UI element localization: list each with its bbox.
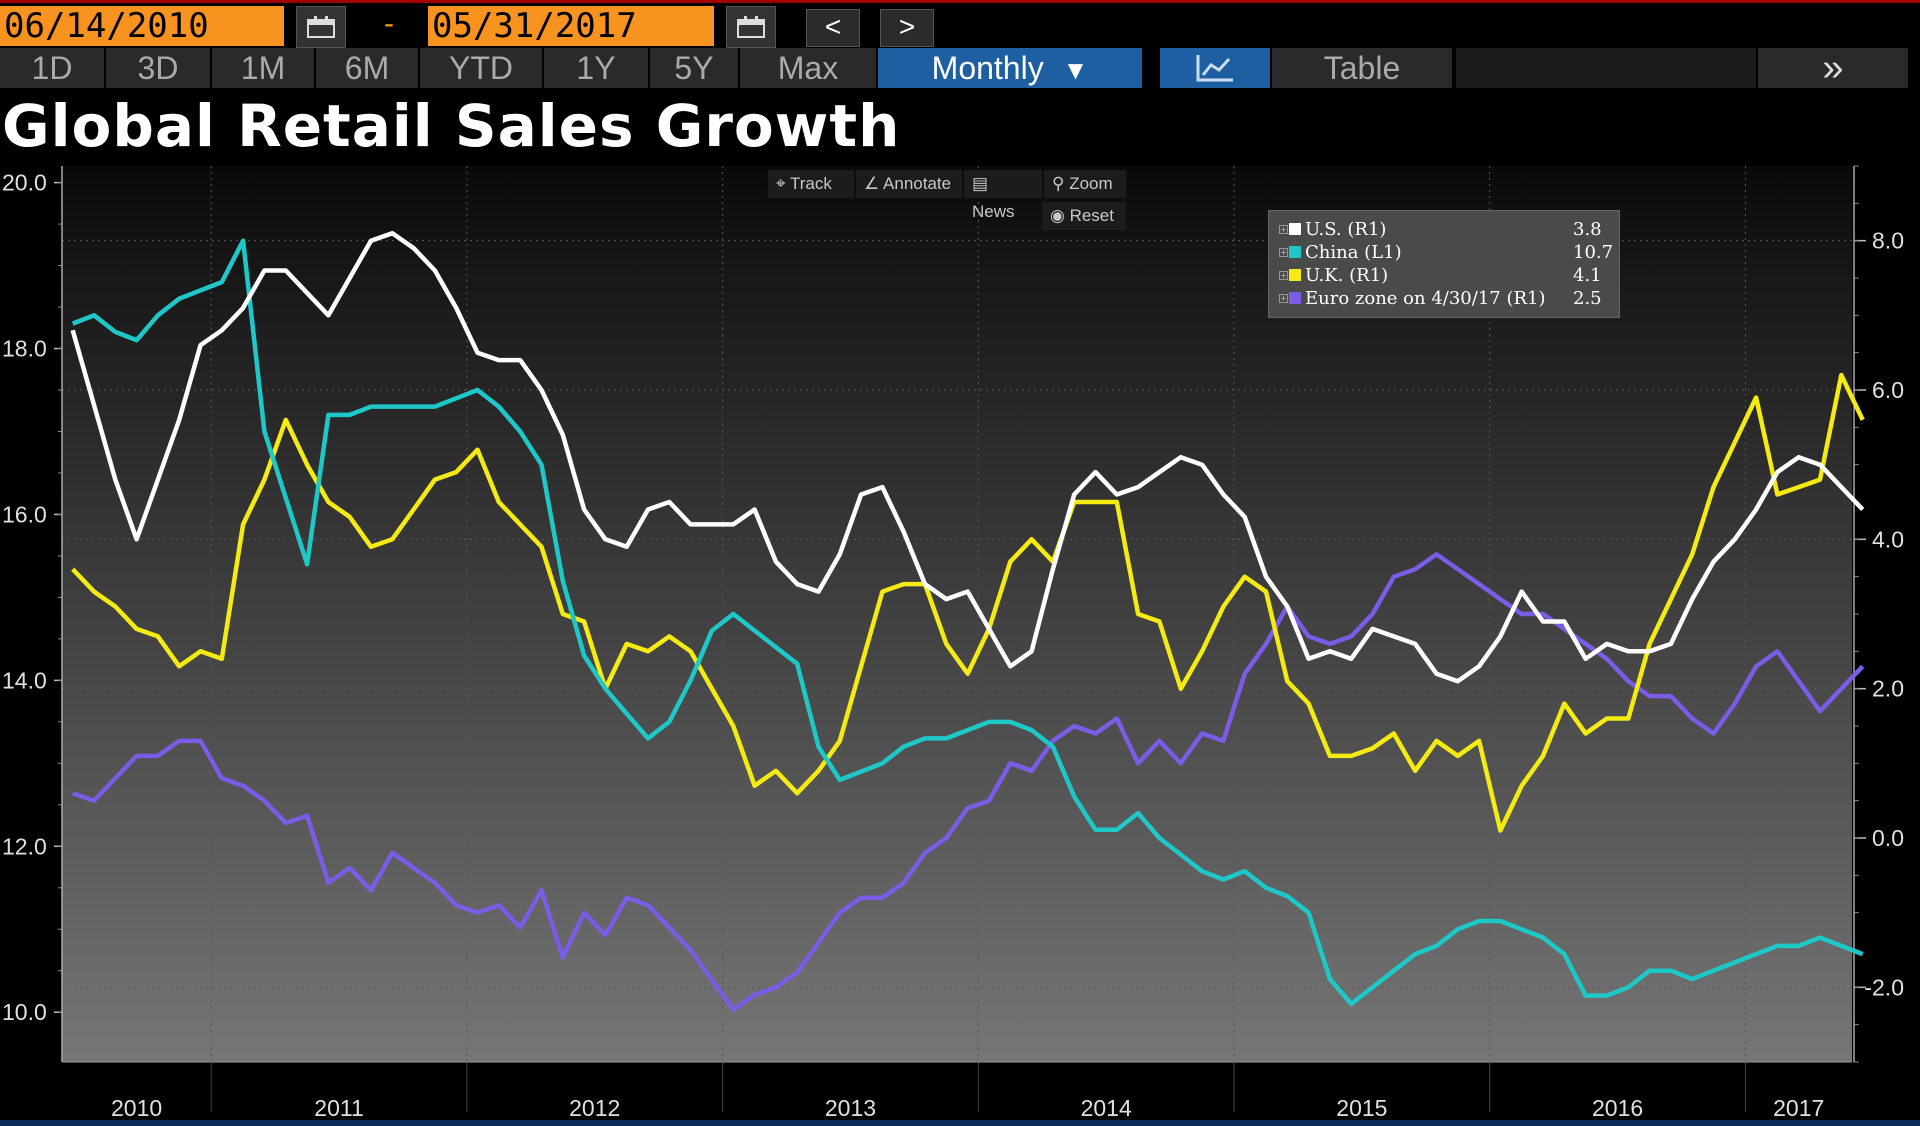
range-3d-button[interactable]: 3D [106, 48, 210, 88]
x-tick-label: 2010 [111, 1095, 162, 1121]
magnifier-icon: ⚲ [1052, 174, 1070, 193]
start-date-input[interactable]: 06/14/2010 [0, 6, 284, 46]
uk-series-line [71, 372, 1865, 833]
chart-legend: + U.S. (R1) 3.8 + China (L1) 10.7 + U.K.… [1268, 210, 1620, 318]
left-axis-label: 20.0 [2, 170, 47, 196]
x-tick-label: 2015 [1336, 1095, 1387, 1121]
right-axis-label: 0.0 [1872, 825, 1904, 851]
legend-name: U.S. (R1) [1305, 219, 1387, 240]
end-date-input[interactable]: 05/31/2017 [428, 6, 714, 46]
top-accent-bar [0, 0, 1920, 3]
left-axis-label: 18.0 [2, 336, 47, 362]
range-ytd-button[interactable]: YTD [420, 48, 542, 88]
legend-name: Euro zone on 4/30/17 (R1) [1305, 288, 1546, 309]
end-calendar-button[interactable] [726, 6, 776, 48]
range-1y-button[interactable]: 1Y [544, 48, 648, 88]
range-toolbar: 1D 3D 1M 6M YTD 1Y 5Y Max Monthly ▼ Tabl… [0, 48, 1920, 88]
zoom-label: Zoom [1069, 174, 1113, 193]
right-axis-label: 8.0 [1872, 228, 1904, 254]
right-axis-label: 2.0 [1872, 676, 1904, 702]
legend-value: 10.7 [1573, 242, 1614, 263]
right-axis-label: 4.0 [1872, 526, 1904, 552]
expand-icon: + [1279, 271, 1288, 280]
start-calendar-button[interactable] [296, 6, 346, 48]
legend-name: U.K. (R1) [1305, 265, 1389, 286]
x-tick-label: 2014 [1081, 1095, 1132, 1121]
expand-icon: + [1279, 248, 1288, 257]
legend-item-euro-zone[interactable]: + Euro zone on 4/30/17 (R1) 2.5 [1279, 288, 1613, 310]
chart-view-button[interactable] [1160, 48, 1270, 88]
frequency-label: Monthly [931, 50, 1044, 86]
previous-button[interactable]: < [806, 9, 860, 47]
date-separator: - [384, 7, 394, 40]
euro-zone-series-line [71, 552, 1865, 1012]
us-series-line [70, 230, 1865, 684]
track-button[interactable]: ⌖ Track [768, 170, 854, 198]
range-5y-button[interactable]: 5Y [650, 48, 738, 88]
track-label: Track [790, 174, 832, 193]
annotate-label: Annotate [883, 174, 952, 193]
reset-button[interactable]: ◉ Reset [1042, 202, 1126, 230]
date-toolbar: 06/14/2010 - 05/31/2017 < > [0, 3, 1920, 48]
x-tick-label: 2012 [569, 1095, 620, 1121]
x-tick-label: 2013 [825, 1095, 876, 1121]
chevron-down-icon: ▼ [1062, 55, 1089, 85]
x-tick-label: 2016 [1592, 1095, 1643, 1121]
line-chart-icon [1196, 55, 1233, 82]
legend-swatch [1289, 269, 1301, 281]
news-button[interactable]: ▤ News [964, 170, 1042, 221]
next-button[interactable]: > [880, 9, 934, 47]
legend-item-us[interactable]: + U.S. (R1) 3.8 [1279, 219, 1613, 241]
table-view-button[interactable]: Table [1272, 48, 1452, 88]
zoom-button[interactable]: ⚲ Zoom [1044, 170, 1126, 198]
bottom-strip [0, 1120, 1920, 1126]
right-axis-label: -2.0 [1864, 974, 1904, 1000]
news-icon: ▤ [972, 174, 989, 193]
legend-value: 2.5 [1573, 288, 1602, 309]
pencil-icon: ∠ [864, 174, 884, 193]
china-series-line [71, 238, 1864, 1007]
right-axis-label: 6.0 [1872, 377, 1904, 403]
left-axis-label: 16.0 [2, 501, 47, 527]
x-tick-label: 2011 [314, 1095, 363, 1121]
legend-swatch [1289, 223, 1301, 235]
chart-title: Global Retail Sales Growth [2, 92, 901, 160]
frequency-dropdown[interactable]: Monthly ▼ [878, 48, 1142, 88]
range-1d-button[interactable]: 1D [0, 48, 104, 88]
range-1m-button[interactable]: 1M [212, 48, 314, 88]
legend-item-uk[interactable]: + U.K. (R1) 4.1 [1279, 265, 1613, 287]
legend-swatch [1289, 246, 1301, 258]
crosshair-icon: ⌖ [776, 174, 790, 193]
expand-icon: + [1279, 294, 1288, 303]
left-axis-label: 12.0 [2, 833, 47, 859]
legend-value: 3.8 [1573, 219, 1602, 240]
legend-swatch [1289, 292, 1301, 304]
toolbar-spacer [1456, 48, 1756, 88]
range-6m-button[interactable]: 6M [316, 48, 418, 88]
expand-icon: + [1279, 225, 1288, 234]
x-tick-label: 2017 [1773, 1095, 1824, 1121]
legend-name: China (L1) [1305, 242, 1402, 263]
legend-value: 4.1 [1573, 265, 1602, 286]
calendar-icon [737, 16, 765, 38]
legend-item-china[interactable]: + China (L1) 10.7 [1279, 242, 1613, 264]
annotate-button[interactable]: ∠ Annotate [856, 170, 962, 198]
news-label: News [972, 202, 1015, 221]
range-max-button[interactable]: Max [740, 48, 876, 88]
reset-label: Reset [1069, 206, 1114, 225]
calendar-icon [307, 16, 335, 38]
more-button[interactable]: » [1758, 48, 1908, 88]
radio-icon: ◉ [1050, 206, 1070, 225]
left-axis-label: 14.0 [2, 667, 47, 693]
left-axis-label: 10.0 [2, 999, 47, 1025]
